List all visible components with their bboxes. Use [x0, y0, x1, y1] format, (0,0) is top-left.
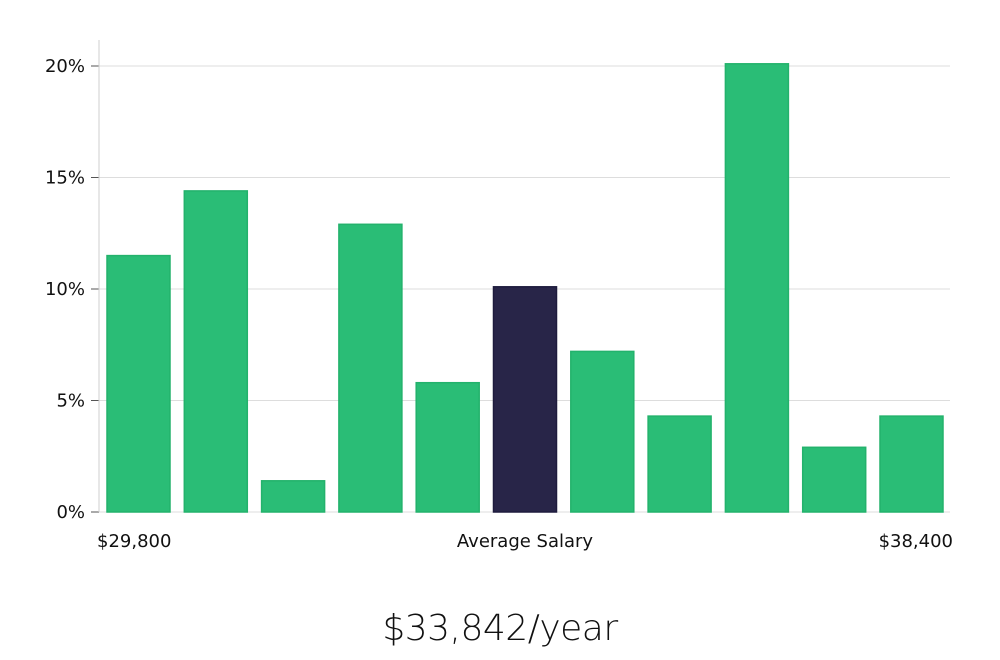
y-tick-label: 15% — [45, 168, 85, 189]
salary-histogram: 0% 5% 10% 15% 20% $29,800 Average Salary $38… — [45, 40, 953, 552]
x-axis-title: Average Salary — [457, 531, 594, 552]
y-tick-label: 5% — [56, 391, 85, 412]
bar — [570, 350, 635, 513]
y-tick-label: 10% — [45, 279, 85, 300]
bar — [338, 223, 403, 513]
x-min-label: $29,800 — [97, 531, 171, 552]
bar — [260, 480, 326, 513]
bar — [183, 190, 249, 513]
bar — [724, 63, 790, 513]
bar-average-salary — [492, 286, 558, 513]
bars — [106, 63, 944, 513]
bar — [106, 254, 171, 513]
y-tick-label: 0% — [56, 502, 85, 523]
bar — [879, 415, 944, 513]
average-salary: $33,842/year — [382, 608, 618, 649]
bar — [647, 415, 712, 513]
bar — [415, 381, 480, 513]
y-tick-label: 20% — [45, 56, 85, 77]
y-axis-ticks: 0% 5% 10% 15% 20% — [45, 56, 99, 523]
x-max-label: $38,400 — [879, 531, 953, 552]
bar — [801, 446, 867, 513]
